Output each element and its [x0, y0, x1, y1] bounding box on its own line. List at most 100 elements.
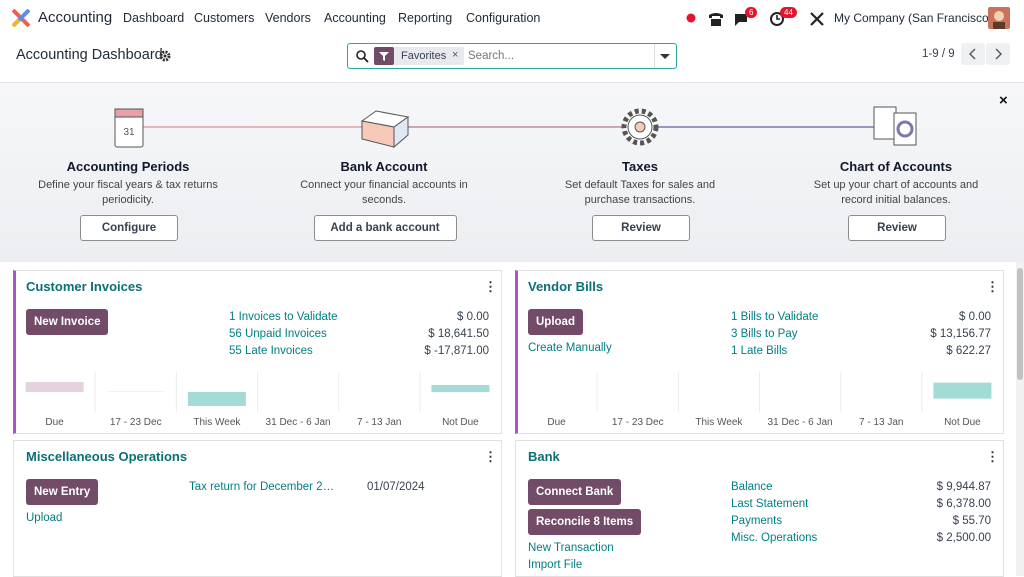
step-title: Accounting Periods: [66, 159, 190, 174]
dashboard-graph[interactable]: [516, 372, 1003, 412]
x-tick-label: 17 - 23 Dec: [109, 417, 162, 428]
stat-amount: $ 55.70: [952, 515, 991, 527]
stat-amount: $ 0.00: [959, 311, 991, 323]
step-description: Connect your financial accounts in secon…: [300, 179, 468, 206]
menu-item[interactable]: Vendors: [265, 11, 311, 25]
stat-amount: $ 18,641.50: [428, 328, 489, 340]
x-tick-label: 17 - 23 Dec: [611, 417, 664, 428]
search-facet[interactable]: Favorites ×: [374, 47, 464, 65]
bar: [25, 382, 84, 392]
stat-label[interactable]: 1 Late Bills: [731, 345, 788, 357]
card-title[interactable]: Customer Invoices: [26, 279, 143, 294]
stat-amount: $ 0.00: [457, 311, 489, 323]
stat-label[interactable]: Misc. Operations: [731, 532, 818, 544]
x-tick-label: Due: [547, 417, 566, 428]
scrollbar-track: [1016, 262, 1024, 576]
stat-label[interactable]: Payments: [731, 515, 783, 527]
gear-illustration: [621, 108, 659, 146]
search-box[interactable]: Favorites × Search...: [347, 43, 677, 69]
x-tick-label: This Week: [695, 417, 743, 428]
calendar-icon: 31: [114, 108, 144, 148]
control-panel: Accounting Dashboard Favorites × Search.…: [0, 36, 1024, 83]
stat-label[interactable]: 56 Unpaid Invoices: [229, 328, 327, 340]
action-link[interactable]: Import File: [528, 559, 583, 571]
chart-icon: [873, 106, 917, 146]
app-logo[interactable]: [12, 9, 30, 27]
pager-next[interactable]: [986, 43, 1010, 65]
search-toggle[interactable]: [660, 54, 670, 60]
card-menu[interactable]: ⋮: [986, 449, 999, 464]
menu-item[interactable]: Customers: [194, 11, 255, 25]
pager-previous[interactable]: [961, 43, 985, 65]
menu-item[interactable]: Dashboard: [123, 11, 185, 25]
pager-value[interactable]: 1-9 / 9: [922, 48, 955, 60]
primary-button[interactable]: Reconcile 8 Items: [528, 509, 642, 535]
dashboard-card: Customer Invoices ⋮ New Invoice 1 Invoices …: [13, 270, 502, 434]
stat-amount: $ 6,378.00: [936, 498, 991, 510]
stat-label[interactable]: 3 Bills to Pay: [731, 328, 798, 340]
step-button[interactable]: Review: [592, 215, 690, 241]
primary-button[interactable]: Connect Bank: [528, 479, 622, 505]
stat-label[interactable]: Balance: [731, 481, 773, 493]
stat-label[interactable]: 55 Late Invoices: [229, 345, 313, 357]
search-icon: [356, 50, 369, 63]
scrollbar-thumb[interactable]: [1017, 268, 1023, 380]
search-divider: [654, 44, 655, 68]
card-title[interactable]: Miscellaneous Operations: [26, 449, 188, 464]
x-tick-label: 7 - 13 Jan: [858, 417, 904, 428]
onboarding-panel: 31 × Accounting Periods Define your fisca…: [0, 83, 1024, 262]
action-link[interactable]: New Transaction: [528, 542, 614, 554]
step-button[interactable]: Add a bank account: [313, 215, 457, 241]
x-tick-label: 31 Dec - 6 Jan: [767, 417, 833, 428]
x-tick-label: This Week: [193, 417, 241, 428]
stat-amount: $ 2,500.00: [936, 532, 991, 544]
primary-button[interactable]: New Invoice: [26, 309, 109, 335]
phone-icon[interactable]: [709, 13, 723, 26]
step-title: Chart of Accounts: [839, 159, 953, 174]
filter-icon: [374, 47, 394, 65]
card-menu[interactable]: ⋮: [986, 279, 999, 294]
card-title[interactable]: Vendor Bills: [528, 279, 604, 294]
activity-icon[interactable]: [770, 12, 784, 26]
chat-icon[interactable]: [735, 14, 747, 26]
stat-label[interactable]: 1 Bills to Validate: [731, 311, 819, 323]
stat-label[interactable]: Last Statement: [731, 498, 809, 510]
action-link[interactable]: Upload: [26, 512, 63, 524]
facet-label: Favorites: [401, 50, 447, 62]
search-input[interactable]: Search...: [468, 50, 515, 62]
status-dot[interactable]: [686, 13, 696, 23]
menu-item[interactable]: Accounting: [324, 11, 386, 25]
step-button[interactable]: Configure: [80, 215, 178, 241]
x-tick-label: Not Due: [944, 417, 981, 428]
x-tick-label: Not Due: [442, 417, 479, 428]
menu-item[interactable]: Configuration: [466, 11, 541, 25]
menu-item[interactable]: Reporting: [398, 11, 453, 25]
bar: [106, 391, 165, 392]
primary-button[interactable]: Upload: [528, 309, 583, 335]
card-menu[interactable]: ⋮: [484, 449, 497, 464]
navbar: Accounting Dashboard Customers Vendors A…: [0, 0, 1024, 36]
primary-button[interactable]: New Entry: [26, 479, 99, 505]
stat-amount: $ 622.27: [946, 345, 991, 357]
user-avatar[interactable]: [988, 7, 1010, 29]
action-link[interactable]: Create Manually: [528, 342, 612, 354]
facet-remove[interactable]: ×: [452, 49, 459, 61]
card-menu[interactable]: ⋮: [484, 279, 497, 294]
dashboard-graph[interactable]: [14, 372, 501, 412]
step-description: Define your fiscal years & tax returns p…: [38, 179, 218, 206]
debug-icon[interactable]: [810, 12, 824, 26]
svg-text:31: 31: [123, 127, 135, 138]
company-switcher[interactable]: My Company (San Francisco): [834, 11, 993, 25]
dashboard-card: Bank ⋮ Connect Bank Reconcile 8 Items New Tr…: [515, 440, 1004, 577]
stat-label[interactable]: 1 Invoices to Validate: [229, 311, 338, 323]
close-onboarding[interactable]: ×: [999, 92, 1008, 109]
stat-amount: $ 9,944.87: [936, 481, 991, 493]
breadcrumb-title: Accounting Dashboard: [16, 47, 163, 63]
card-title[interactable]: Bank: [528, 449, 560, 464]
app-name[interactable]: Accounting: [38, 9, 113, 26]
bank-icon: [360, 110, 410, 149]
entry-label[interactable]: Tax return for December 2…: [189, 481, 335, 493]
step-button[interactable]: Review: [848, 215, 946, 241]
gear-icon[interactable]: [159, 50, 171, 62]
